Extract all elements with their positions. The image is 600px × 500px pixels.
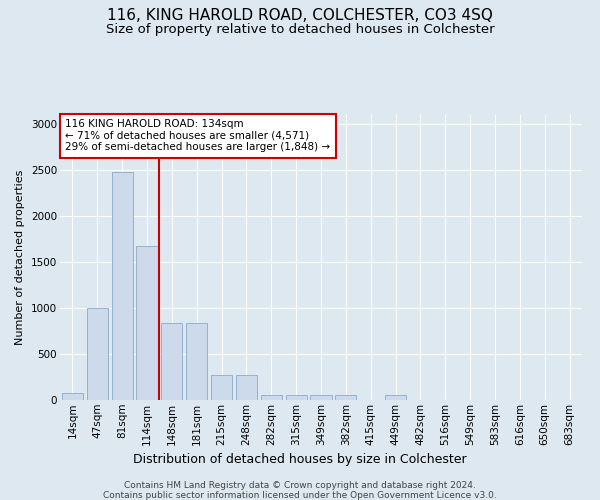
Bar — [335, 395, 356, 400]
Bar — [310, 395, 332, 400]
Bar — [385, 396, 406, 400]
Text: 116, KING HAROLD ROAD, COLCHESTER, CO3 4SQ: 116, KING HAROLD ROAD, COLCHESTER, CO3 4… — [107, 8, 493, 22]
Bar — [136, 246, 158, 400]
Bar — [211, 375, 232, 400]
Text: Distribution of detached houses by size in Colchester: Distribution of detached houses by size … — [133, 452, 467, 466]
Bar — [62, 392, 83, 400]
Text: Contains public sector information licensed under the Open Government Licence v3: Contains public sector information licen… — [103, 491, 497, 500]
Text: Contains HM Land Registry data © Crown copyright and database right 2024.: Contains HM Land Registry data © Crown c… — [124, 481, 476, 490]
Y-axis label: Number of detached properties: Number of detached properties — [16, 170, 25, 345]
Bar — [186, 323, 207, 400]
Bar — [261, 395, 282, 400]
Text: 116 KING HAROLD ROAD: 134sqm
← 71% of detached houses are smaller (4,571)
29% of: 116 KING HAROLD ROAD: 134sqm ← 71% of de… — [65, 120, 331, 152]
Bar — [87, 308, 108, 400]
Bar — [236, 375, 257, 400]
Bar — [112, 172, 133, 400]
Bar — [286, 395, 307, 400]
Text: Size of property relative to detached houses in Colchester: Size of property relative to detached ho… — [106, 22, 494, 36]
Bar — [161, 323, 182, 400]
